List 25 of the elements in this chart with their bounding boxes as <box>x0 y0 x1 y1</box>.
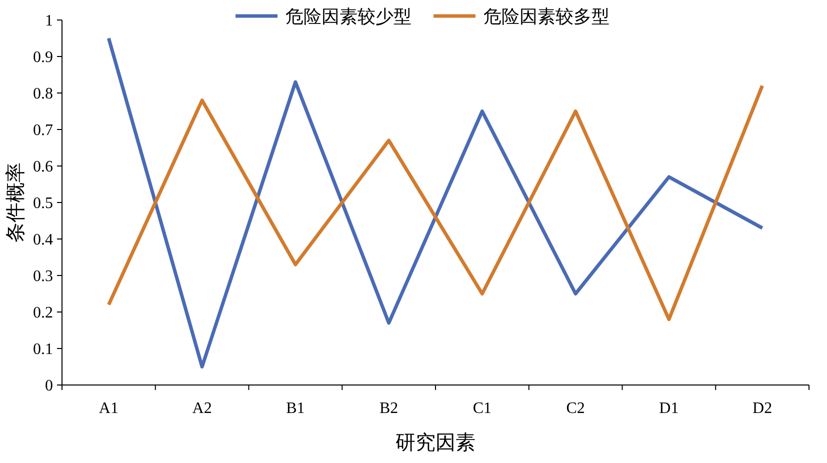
y-tick-label: 0.1 <box>33 341 53 358</box>
y-tick-label: 0.8 <box>33 86 53 103</box>
y-tick-label: 0.6 <box>33 158 53 176</box>
x-tick-label: D1 <box>659 400 679 417</box>
y-axis-title: 条件概率 <box>5 162 27 242</box>
x-tick-label: A1 <box>98 400 118 417</box>
legend-label: 危险因素较少型 <box>286 6 412 26</box>
y-tick-label: 0.2 <box>33 304 53 322</box>
legend-label: 危险因素较多型 <box>484 6 610 26</box>
line-series <box>106 84 764 322</box>
y-tick-label: 0.3 <box>33 268 53 286</box>
line-series <box>106 36 764 368</box>
y-tick-label: 0 <box>45 378 53 395</box>
y-tick-label: 0.7 <box>33 122 53 140</box>
x-tick-label: B2 <box>379 400 398 417</box>
y-tick-label: 0.5 <box>33 195 53 212</box>
x-axis-title: 研究因素 <box>396 432 476 454</box>
x-tick-label: C2 <box>566 400 585 417</box>
x-tick-label: C1 <box>472 400 492 417</box>
y-tick-label: 0.9 <box>33 49 53 66</box>
x-tick-label: B1 <box>286 400 305 417</box>
y-tick-label: 1 <box>45 12 53 30</box>
x-tick-label: A2 <box>192 400 212 417</box>
y-tick-label: 0.4 <box>33 232 53 249</box>
x-tick-label: D2 <box>752 400 772 417</box>
